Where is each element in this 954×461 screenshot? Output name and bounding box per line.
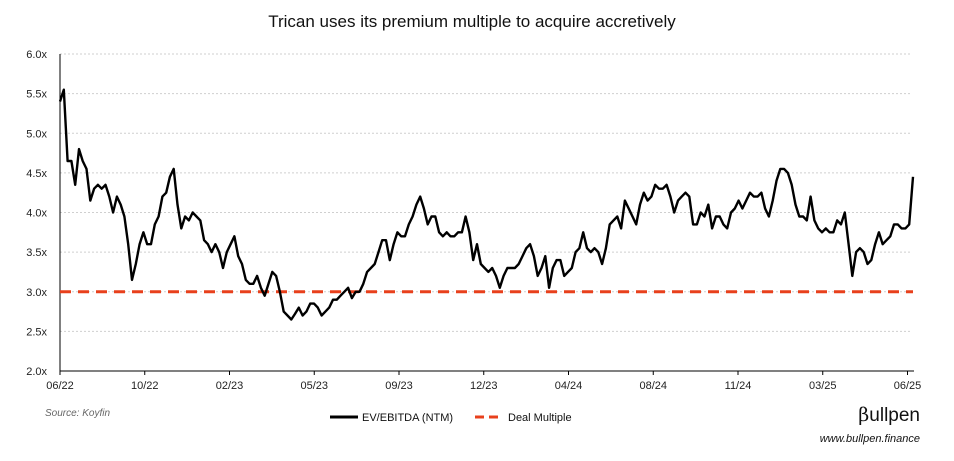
y-tick-label: 5.0x — [26, 128, 47, 140]
chart-title: Trican uses its premium multiple to acqu… — [268, 12, 676, 31]
x-tick-label: 03/25 — [809, 380, 837, 392]
y-tick-label: 4.0x — [26, 208, 47, 220]
bullpen-logo: βullpen — [858, 404, 920, 426]
x-tick-label: 12/23 — [470, 380, 498, 392]
y-tick-label: 2.0x — [26, 366, 47, 378]
y-tick-label: 6.0x — [26, 49, 47, 61]
y-tick-label: 5.5x — [26, 89, 47, 101]
x-tick-label: 05/23 — [300, 380, 328, 392]
y-tick-label: 3.5x — [26, 247, 47, 259]
legend-deal-multiple-label: Deal Multiple — [508, 412, 572, 424]
website-link: www.bullpen.finance — [820, 433, 920, 445]
x-tick-label: 06/22 — [46, 380, 74, 392]
x-tick-label: 09/23 — [385, 380, 413, 392]
x-tick-label: 11/24 — [725, 380, 752, 392]
ev-ebitda-line — [58, 88, 915, 321]
x-axis-ticks: 06/22 10/22 02/23 05/23 09/23 12/23 04/24 08/24… — [46, 371, 921, 392]
gridlines — [60, 53, 912, 332]
y-tick-label: 4.5x — [26, 168, 47, 180]
x-tick-label: 06/25 — [894, 380, 922, 392]
legend: EV/EBITDA (NTM) Deal Multiple — [330, 412, 572, 424]
x-tick-label: 10/22 — [131, 380, 159, 392]
x-tick-label: 02/23 — [216, 380, 244, 392]
y-axis-ticks: 2.0x 2.5x 3.0x 3.5x 4.0x 4.5x 5.0x 5.5x 6.0x — [26, 49, 47, 378]
x-tick-label: 08/24 — [639, 380, 667, 392]
y-tick-label: 2.5x — [26, 326, 47, 338]
x-tick-label: 04/24 — [555, 380, 583, 392]
source-note: Source: Koyfin — [45, 408, 110, 419]
y-tick-label: 3.0x — [26, 287, 47, 299]
legend-ev-ebitda-label: EV/EBITDA (NTM) — [362, 412, 453, 424]
